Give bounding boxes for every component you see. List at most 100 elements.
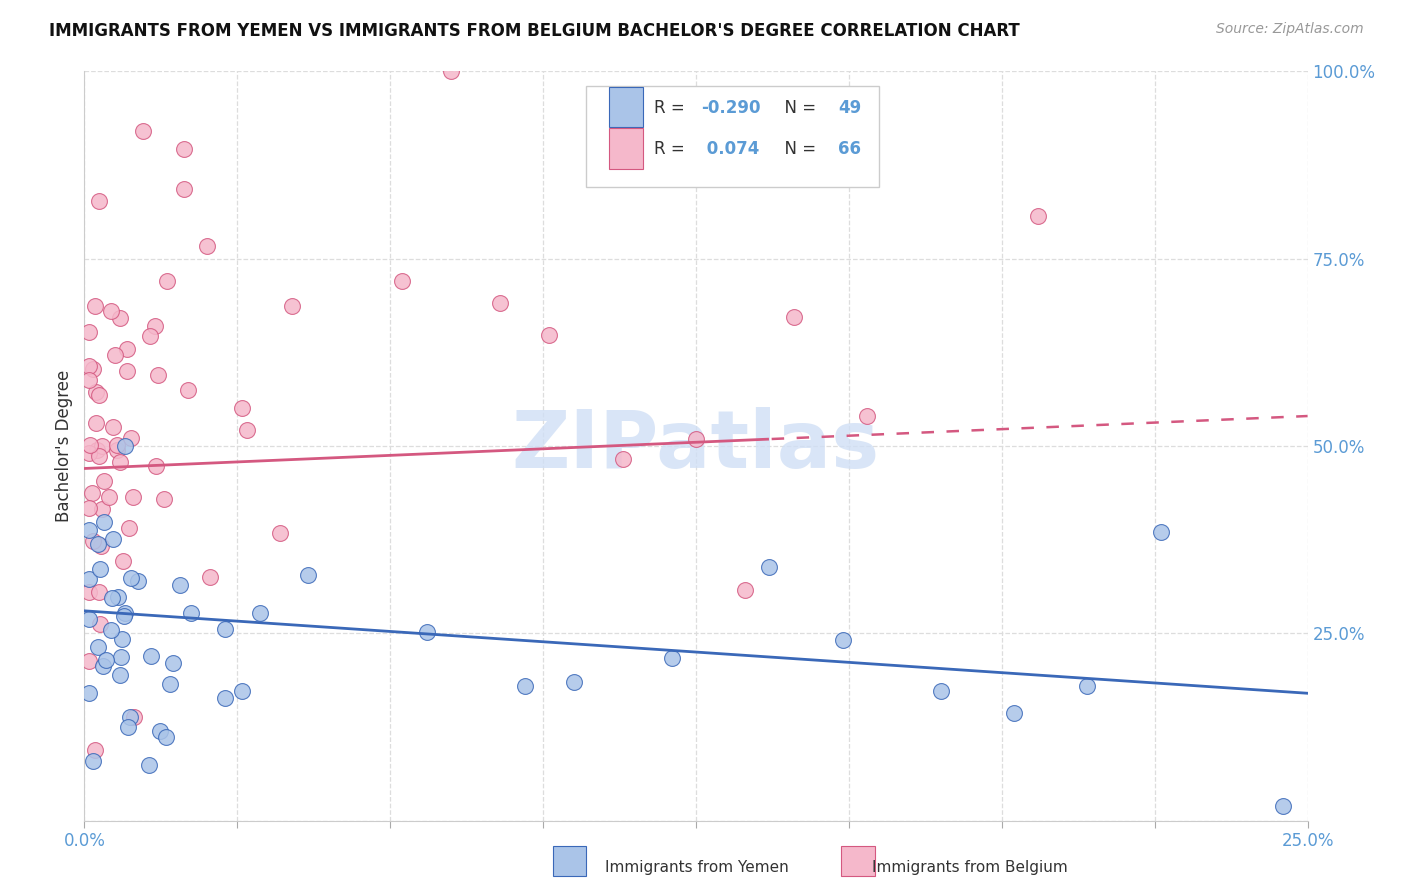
- Point: [90, 501, 112, 516]
- Point: [155, 274, 177, 288]
- Point: [77, 572, 100, 586]
- Point: [87, 194, 110, 208]
- Point: [145, 458, 167, 473]
- FancyBboxPatch shape: [609, 128, 644, 169]
- Text: Immigrants from Yemen: Immigrants from Yemen: [605, 860, 789, 874]
- Point: [100, 623, 122, 637]
- Point: [169, 578, 191, 592]
- Point: [121, 490, 143, 504]
- Point: [87, 449, 110, 463]
- Point: [1002, 706, 1025, 720]
- Point: [77, 584, 100, 599]
- Point: [173, 182, 195, 196]
- Point: [117, 720, 139, 734]
- Point: [440, 64, 463, 78]
- Point: [231, 684, 253, 698]
- Point: [101, 419, 124, 434]
- Point: [118, 521, 141, 535]
- Point: [297, 568, 319, 582]
- Point: [105, 438, 128, 452]
- Point: [177, 383, 200, 397]
- Point: [538, 328, 561, 343]
- Text: IMMIGRANTS FROM YEMEN VS IMMIGRANTS FROM BELGIUM BACHELOR'S DEGREE CORRELATION C: IMMIGRANTS FROM YEMEN VS IMMIGRANTS FROM…: [49, 22, 1019, 40]
- Point: [84, 385, 107, 400]
- Point: [758, 560, 780, 574]
- Text: 0.074: 0.074: [700, 140, 759, 158]
- Point: [83, 299, 105, 313]
- Point: [93, 515, 115, 529]
- Point: [108, 455, 131, 469]
- Y-axis label: Bachelor's Degree: Bachelor's Degree: [55, 370, 73, 522]
- Point: [89, 562, 111, 576]
- Point: [104, 348, 127, 362]
- Point: [114, 439, 136, 453]
- Point: [108, 668, 131, 682]
- Point: [90, 438, 112, 452]
- Point: [1272, 798, 1295, 813]
- Point: [269, 525, 291, 540]
- Point: [100, 303, 122, 318]
- Point: [111, 632, 134, 647]
- Point: [77, 446, 100, 460]
- Point: [86, 442, 108, 457]
- Point: [100, 591, 122, 606]
- Point: [1150, 525, 1173, 540]
- Point: [124, 710, 146, 724]
- FancyBboxPatch shape: [841, 846, 875, 876]
- Point: [391, 274, 413, 288]
- Point: [112, 609, 135, 624]
- Point: [929, 684, 952, 698]
- Point: [214, 691, 236, 706]
- Point: [89, 388, 111, 402]
- Point: [139, 328, 162, 343]
- Point: [120, 571, 142, 585]
- Point: [80, 486, 103, 500]
- Point: [180, 606, 202, 620]
- Point: [115, 364, 138, 378]
- Point: [90, 539, 112, 553]
- Point: [112, 554, 135, 568]
- Point: [77, 612, 100, 626]
- Point: [685, 432, 707, 446]
- Point: [562, 675, 585, 690]
- Text: R =: R =: [654, 99, 690, 117]
- Point: [82, 533, 104, 548]
- Point: [661, 650, 683, 665]
- Point: [159, 677, 181, 691]
- Point: [96, 653, 118, 667]
- Point: [77, 373, 100, 387]
- Text: R =: R =: [654, 140, 690, 158]
- Point: [105, 443, 128, 458]
- Point: [152, 491, 174, 506]
- Text: 66: 66: [838, 140, 860, 158]
- Point: [107, 590, 129, 604]
- Point: [138, 757, 160, 772]
- Point: [155, 730, 177, 744]
- Text: ZIPatlas: ZIPatlas: [512, 407, 880, 485]
- Point: [214, 622, 236, 636]
- Point: [856, 409, 879, 423]
- Point: [77, 523, 100, 537]
- Point: [108, 311, 131, 326]
- Point: [132, 124, 155, 138]
- Point: [195, 239, 218, 253]
- Text: N =: N =: [775, 99, 821, 117]
- FancyBboxPatch shape: [586, 87, 880, 187]
- Point: [198, 570, 221, 584]
- Point: [139, 648, 162, 663]
- Point: [612, 451, 634, 466]
- Point: [118, 710, 141, 724]
- Point: [110, 650, 132, 665]
- Point: [89, 616, 111, 631]
- Point: [249, 607, 271, 621]
- FancyBboxPatch shape: [553, 846, 586, 876]
- Point: [489, 295, 512, 310]
- Point: [120, 431, 142, 445]
- Point: [831, 633, 853, 648]
- Point: [115, 343, 138, 357]
- Point: [77, 654, 100, 668]
- Point: [84, 417, 107, 431]
- Point: [91, 659, 114, 673]
- Point: [1028, 210, 1050, 224]
- Point: [149, 723, 172, 738]
